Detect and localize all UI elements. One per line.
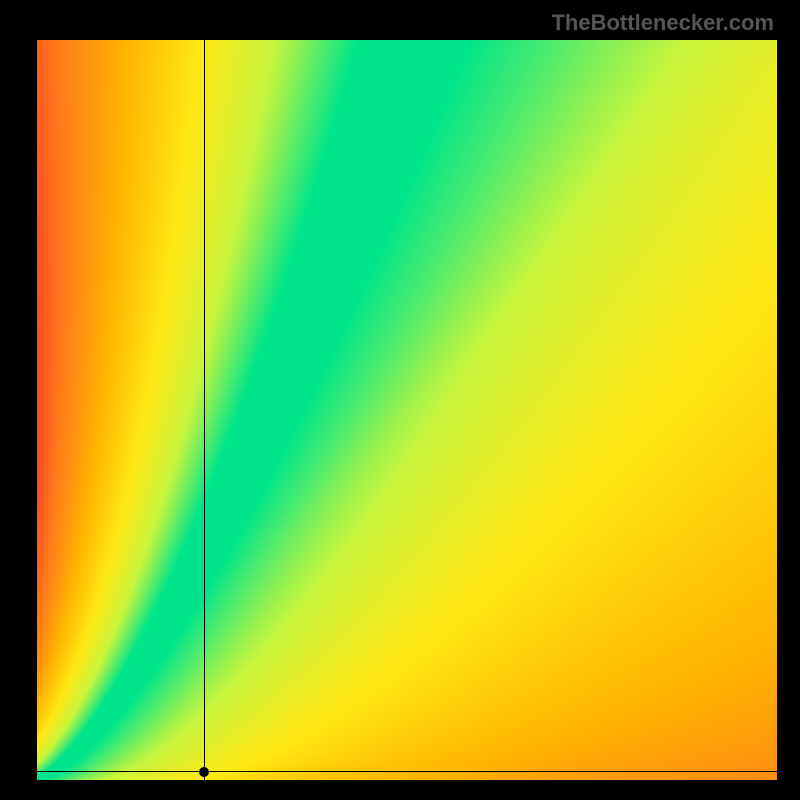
bottleneck-heatmap	[37, 40, 777, 780]
watermark-text: TheBottlenecker.com	[551, 10, 774, 36]
crosshair-vertical	[204, 40, 205, 780]
crosshair-horizontal	[37, 771, 777, 772]
